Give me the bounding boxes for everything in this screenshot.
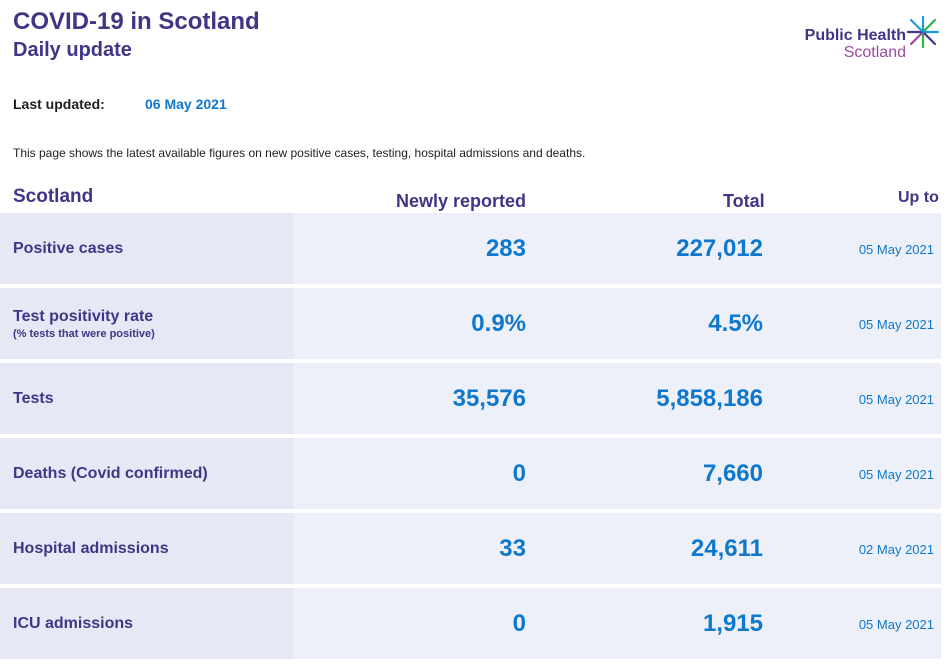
newly-reported-value: 35,576 bbox=[452, 385, 526, 412]
newly-reported-value: 0 bbox=[512, 610, 526, 637]
row-label: Positive cases bbox=[13, 240, 124, 257]
intro-text: This page shows the latest available fig… bbox=[13, 146, 586, 160]
newly-reported-value: 0 bbox=[512, 460, 526, 487]
row-label: ICU admissions bbox=[13, 615, 134, 632]
total-value: 24,611 bbox=[690, 535, 763, 562]
page-subtitle: Daily update bbox=[13, 39, 132, 61]
table-row: Hospital admissions 33 24,611 02 May 202… bbox=[0, 513, 941, 584]
page-title: COVID-19 in Scotland bbox=[13, 8, 260, 35]
total-value: 227,012 bbox=[676, 235, 763, 262]
table-row: Deaths (Covid confirmed) 0 7,660 05 May … bbox=[0, 438, 941, 509]
column-header-total: Total bbox=[723, 191, 765, 211]
column-header-region: Scotland bbox=[13, 186, 94, 207]
total-value: 1,915 bbox=[702, 610, 763, 637]
column-header-up-to: Up to bbox=[898, 189, 939, 206]
table-row: Positive cases 283 227,012 05 May 2021 bbox=[0, 213, 941, 284]
last-updated-label: Last updated: bbox=[13, 96, 105, 112]
table-row: Tests 35,576 5,858,186 05 May 2021 bbox=[0, 363, 941, 434]
newly-reported-value: 0.9% bbox=[471, 310, 526, 337]
column-header-newly-reported: Newly reported bbox=[396, 191, 527, 211]
total-value: 4.5% bbox=[708, 310, 763, 337]
total-value: 7,660 bbox=[702, 460, 763, 487]
newly-reported-value: 33 bbox=[499, 535, 526, 562]
row-label: Hospital admissions bbox=[13, 540, 169, 557]
row-label: Deaths (Covid confirmed) bbox=[13, 465, 208, 482]
last-updated-date: 06 May 2021 bbox=[145, 96, 227, 112]
up-to-date: 05 May 2021 bbox=[858, 242, 934, 257]
newly-reported-value: 283 bbox=[485, 235, 526, 262]
logo-text-line2: Scotland bbox=[843, 44, 906, 61]
up-to-date: 05 May 2021 bbox=[858, 392, 934, 407]
public-health-scotland-logo[interactable]: Public Health Scotland bbox=[804, 14, 941, 64]
up-to-date: 05 May 2021 bbox=[858, 617, 934, 632]
up-to-date: 05 May 2021 bbox=[858, 317, 934, 332]
star-burst-icon bbox=[906, 15, 940, 49]
logo-text-line1: Public Health bbox=[804, 27, 906, 44]
table-row: Test positivity rate (% tests that were … bbox=[0, 288, 941, 359]
table-row: ICU admissions 0 1,915 05 May 2021 bbox=[0, 588, 941, 659]
up-to-date: 02 May 2021 bbox=[858, 542, 934, 557]
up-to-date: 05 May 2021 bbox=[858, 467, 934, 482]
row-sublabel: (% tests that were positive) bbox=[13, 328, 155, 340]
row-label: Test positivity rate bbox=[13, 308, 154, 325]
total-value: 5,858,186 bbox=[656, 385, 763, 412]
row-label: Tests bbox=[13, 390, 54, 407]
